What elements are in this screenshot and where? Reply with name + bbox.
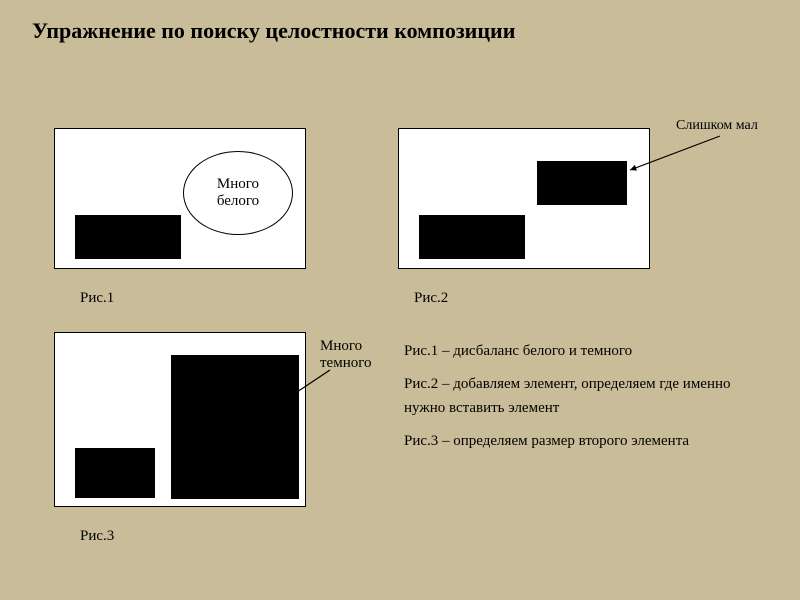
ellipse-label-line2: белого: [217, 193, 259, 209]
description-line-1: Рис.1 – дисбаланс белого и темного: [404, 340, 764, 363]
description-line-2: Рис.2 – добавляем элемент, определяем гд…: [404, 373, 764, 420]
slide-background: [0, 0, 800, 600]
page-title: Упражнение по поиску целостности компози…: [32, 18, 515, 44]
description-block: Рис.1 – дисбаланс белого и темного Рис.2…: [404, 340, 764, 463]
description-line-3: Рис.3 – определяем размер второго элемен…: [404, 430, 764, 453]
figure-2-panel: [398, 128, 650, 269]
ellipse-label-line1: Много: [217, 176, 259, 192]
figure-2-rect-2: [537, 161, 627, 205]
figure-3-arrow-icon: [278, 360, 340, 408]
figure-1-ellipse-label: Много белого: [217, 176, 259, 211]
figure-1-ellipse: Много белого: [183, 151, 293, 235]
figure-2-caption: Рис.2: [414, 290, 448, 307]
figure-2-arrow-icon: [620, 126, 730, 180]
figure-3-caption: Рис.3: [80, 528, 114, 545]
figure-3-panel: [54, 332, 306, 507]
figure-1-panel: Много белого: [54, 128, 306, 269]
figure-1-caption: Рис.1: [80, 290, 114, 307]
figure-3-rect-1: [75, 448, 155, 498]
figure-2-rect-1: [419, 215, 525, 259]
figure-1-rect: [75, 215, 181, 259]
